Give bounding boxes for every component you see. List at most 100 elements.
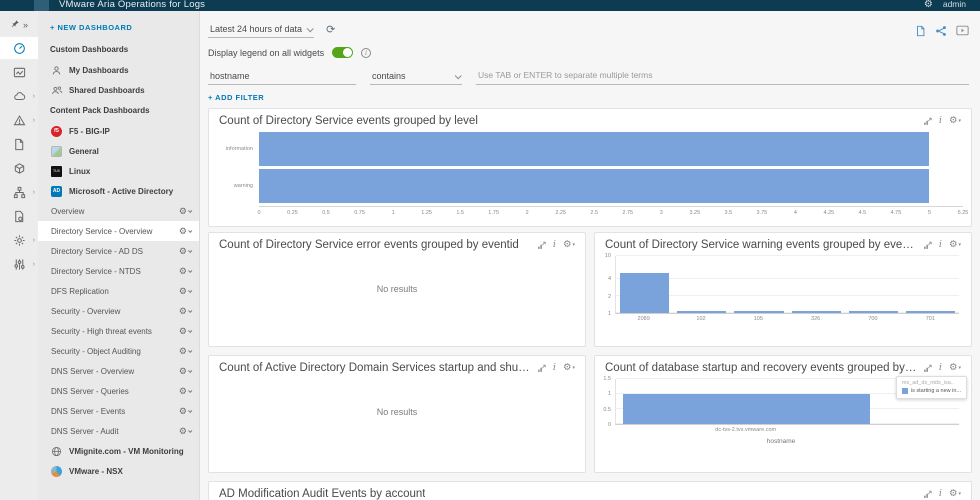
info-icon[interactable]: i <box>552 239 556 251</box>
widget-gear-icon[interactable]: ⚙ ▾ <box>562 239 575 251</box>
collapse-sidebar-icon[interactable]: » <box>22 20 28 30</box>
sidebar-item-dns-server-queries[interactable]: DNS Server - Queries ⚙ <box>38 381 199 401</box>
nav-explore-logs-icon[interactable] <box>0 61 38 83</box>
app-logo <box>34 0 49 11</box>
sidebar-item-linux[interactable]: TUX Linux <box>38 161 199 181</box>
widget-gear-icon[interactable]: ⚙ ▾ <box>948 488 961 500</box>
share-icon[interactable] <box>935 25 947 37</box>
sidebar-item-microsoft-active-directory[interactable]: AD Microsoft - Active Directory <box>38 181 199 201</box>
dashboard-gear-icon[interactable]: ⚙ <box>179 386 193 397</box>
widget-gear-icon[interactable]: ⚙ ▾ <box>948 362 961 374</box>
sidebar-item-directory-service-overview[interactable]: Directory Service - Overview ⚙ <box>38 221 199 241</box>
bar-701[interactable] <box>905 310 956 313</box>
sidebar-item-security-object-auditing[interactable]: Security - Object Auditing ⚙ <box>38 341 199 361</box>
open-in-analytics-icon[interactable] <box>537 241 546 250</box>
add-filter-button[interactable]: + ADD FILTER <box>208 93 265 102</box>
sidebar-item-security-overview[interactable]: Security - Overview ⚙ <box>38 301 199 321</box>
sidebar-item-directory-service-ad-ds[interactable]: Directory Service - AD DS ⚙ <box>38 241 199 261</box>
open-in-analytics-icon[interactable] <box>923 117 932 126</box>
nav-configuration-icon[interactable]: › <box>0 253 38 275</box>
chart-events-by-level[interactable]: information warning 0 0.25 0.5 0.75 1 1.25 1.5 1.… <box>209 130 971 217</box>
dashboard-gear-icon[interactable]: ⚙ <box>179 246 193 257</box>
refresh-icon[interactable]: ⟳ <box>326 24 336 36</box>
nav-log-management-icon[interactable] <box>0 205 38 227</box>
vmignite-logo <box>50 445 63 458</box>
dashboard-gear-icon[interactable]: ⚙ <box>179 326 193 337</box>
video-icon[interactable] <box>956 25 969 36</box>
widget-gear-icon[interactable]: ⚙ ▾ <box>562 362 575 374</box>
sidebar-item-dns-server-audit[interactable]: DNS Server - Audit ⚙ <box>38 421 199 441</box>
bar-2089[interactable] <box>620 273 670 313</box>
chart-db-startup-by-hostname[interactable]: 1.5 1 0.5 0 dc-tvs-2.tvs.vmware.com hostname m… <box>595 376 971 445</box>
dashboard-gear-icon[interactable]: ⚙ <box>179 226 193 237</box>
bar-information[interactable] <box>259 132 930 166</box>
dashboard-gear-icon[interactable]: ⚙ <box>179 306 193 317</box>
user-icon <box>50 64 63 77</box>
header-gear-icon[interactable]: ⚙ <box>923 0 933 10</box>
document-icon[interactable] <box>915 25 926 37</box>
dashboard-gear-icon[interactable]: ⚙ <box>179 366 193 377</box>
filter-field-select[interactable]: hostname <box>208 70 356 85</box>
pin-icon[interactable] <box>10 16 20 34</box>
sidebar-item-my-dashboards[interactable]: My Dashboards <box>38 60 199 80</box>
info-icon[interactable]: i <box>361 47 372 58</box>
sidebar-item-dfs-replication[interactable]: DFS Replication ⚙ <box>38 281 199 301</box>
sidebar-item-overview[interactable]: Overview ⚙ <box>38 201 199 221</box>
y-axis: 10 4 2 1 <box>604 253 611 317</box>
dashboard-gear-icon[interactable]: ⚙ <box>179 426 193 437</box>
filter-operator-select[interactable]: contains <box>370 70 462 85</box>
sidebar-item-dns-server-events[interactable]: DNS Server - Events ⚙ <box>38 401 199 421</box>
sidebar-section-content-pack-dashboards: Content Pack Dashboards <box>50 106 150 115</box>
no-results-text: No results <box>376 407 418 417</box>
sidebar-item-general[interactable]: General <box>38 141 199 161</box>
filter-value-input[interactable] <box>476 68 969 85</box>
widget-gear-icon[interactable]: ⚙ ▾ <box>948 239 961 251</box>
info-icon[interactable]: i <box>938 239 942 251</box>
sidebar-item-vmignite-com-vm-monitoring[interactable]: VMignite.com - VM Monitoring <box>38 441 199 461</box>
sidebar-section-custom-dashboards: Custom Dashboards <box>50 45 129 54</box>
dashboard-gear-icon[interactable]: ⚙ <box>179 346 193 357</box>
info-icon[interactable]: i <box>938 115 942 127</box>
info-icon[interactable]: i <box>938 362 942 374</box>
info-icon[interactable]: i <box>552 362 556 374</box>
bar-700[interactable] <box>848 310 898 313</box>
nav-dashboards-icon[interactable] <box>0 37 38 59</box>
chevron-right-icon: › <box>32 116 35 124</box>
bar-warning[interactable] <box>259 169 930 203</box>
dashboard-gear-icon[interactable]: ⚙ <box>179 406 193 417</box>
dashboard-gear-icon[interactable]: ⚙ <box>179 286 193 297</box>
open-in-analytics-icon[interactable] <box>537 364 546 373</box>
sidebar-item-f5-big-ip[interactable]: f5 F5 - BIG-IP <box>38 121 199 141</box>
nav-cloud-services-icon[interactable]: › <box>0 85 38 107</box>
main-content: Latest 24 hours of data ⟳ Display legend… <box>200 11 980 500</box>
time-range-select[interactable]: Latest 24 hours of data <box>208 23 315 38</box>
legend-toggle[interactable] <box>332 47 354 58</box>
bar-105[interactable] <box>734 310 784 313</box>
open-in-analytics-icon[interactable] <box>923 364 932 373</box>
sidebar-item-directory-service-ntds[interactable]: Directory Service - NTDS ⚙ <box>38 261 199 281</box>
dashboard-gear-icon[interactable]: ⚙ <box>179 206 193 217</box>
info-icon[interactable]: i <box>938 488 942 500</box>
open-in-analytics-icon[interactable] <box>923 241 932 250</box>
sidebar-item-shared-dashboards[interactable]: Shared Dashboards <box>38 80 199 100</box>
new-dashboard-button[interactable]: + NEW DASHBOARD <box>50 23 133 32</box>
chart-warning-by-eventid[interactable]: 10 4 2 1 2089 102 105 326 700 701 <box>595 253 971 322</box>
sidebar-item-dns-server-overview[interactable]: DNS Server - Overview ⚙ <box>38 361 199 381</box>
bar-dc-tvs-2-tvs-vmware-com[interactable] <box>622 394 870 424</box>
sidebar-item-vmware-nsx[interactable]: VMware - NSX <box>38 461 199 481</box>
nav-administration-icon[interactable]: › <box>0 229 38 251</box>
nav-alerts-icon[interactable]: › <box>0 109 38 131</box>
bar-102[interactable] <box>677 310 727 313</box>
nav-reports-icon[interactable] <box>0 133 38 155</box>
sidebar-item-security-high-threat-events[interactable]: Security - High threat events ⚙ <box>38 321 199 341</box>
chevron-down-icon <box>454 71 462 79</box>
open-in-analytics-icon[interactable] <box>923 490 932 499</box>
nav-sources-icon[interactable]: › <box>0 181 38 203</box>
nav-content-packs-icon[interactable] <box>0 157 38 179</box>
user-menu[interactable]: admin <box>942 0 966 9</box>
bar-326[interactable] <box>791 310 841 313</box>
dashboard-gear-icon[interactable]: ⚙ <box>179 266 193 277</box>
widget-title: Count of Directory Service events groupe… <box>219 115 478 127</box>
legend-toggle-label: Display legend on all widgets <box>208 47 325 58</box>
widget-gear-icon[interactable]: ⚙ ▾ <box>948 115 961 127</box>
